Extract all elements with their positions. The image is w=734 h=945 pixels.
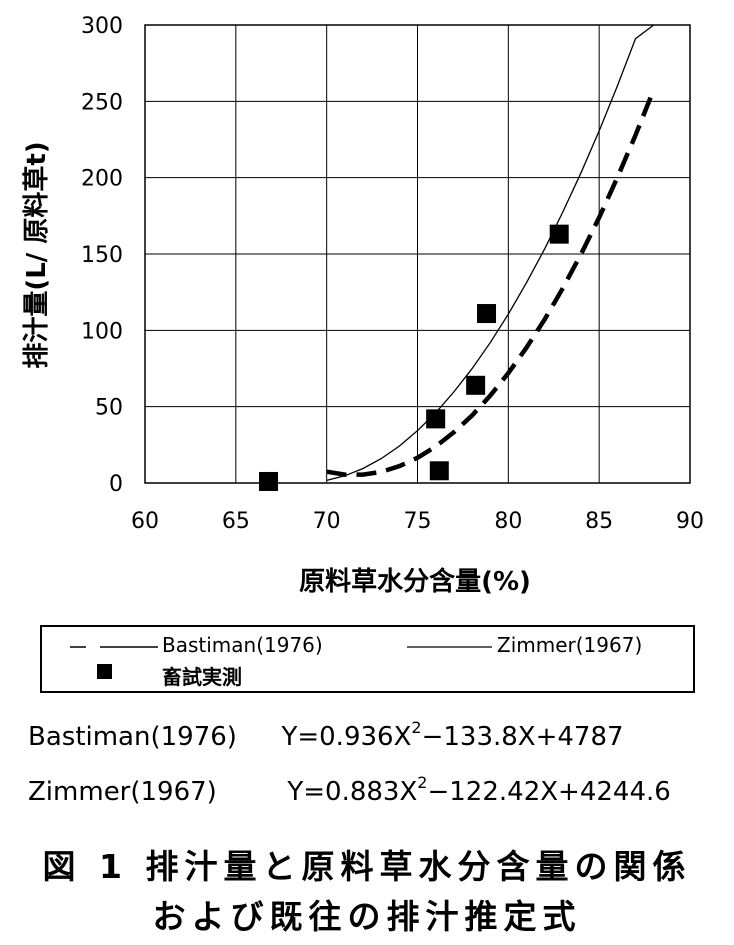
y-tick-label: 200 [81,167,123,192]
y-tick-label: 50 [95,396,123,421]
legend-square-marker [97,664,112,679]
equation-lhs: Y=0.936X [281,722,412,752]
equation-lhs: Y=0.883X [287,777,418,807]
figure-caption-line2: および既往の排汁推定式 [152,897,582,936]
data-point-square [259,471,279,491]
chart: 60 65 70 75 80 85 90 0 50 100 150 200 250 300 原料草水分含… [22,14,704,597]
equation-rhs: −133.8X+4787 [421,722,624,752]
legend: Bastiman(1976) Zimmer(1967) 畜試実測 [40,625,695,693]
y-tick-label: 300 [81,14,123,39]
legend-label-measured: 畜試実測 [162,665,242,689]
data-point-square [426,409,446,429]
x-tick-label: 85 [585,509,613,534]
legend-label-zimmer: Zimmer(1967) [497,633,643,657]
x-tick-label: 75 [404,509,432,534]
equation-label: Bastiman(1976) [28,722,237,752]
y-tick-labels: 0 50 100 150 200 250 300 [81,14,123,497]
plot-grid [144,24,691,484]
equation-bastiman: Bastiman(1976) Y=0.936X2−133.8X+4787 [28,718,624,752]
x-tick-labels: 60 65 70 75 80 85 90 [131,509,704,534]
data-point-square [466,375,486,395]
y-tick-label: 150 [81,243,123,268]
x-tick-label: 70 [313,509,341,534]
equation-exponent: 2 [417,773,428,792]
equation-zimmer: Zimmer(1967) Y=0.883X2−122.42X+4244.6 [28,773,671,807]
figure-caption-line1: 図 1 排汁量と原料草水分含量の関係 [42,847,692,886]
series-line-zimmer [326,24,655,482]
equation-label: Zimmer(1967) [28,777,217,807]
x-tick-label: 60 [131,509,159,534]
data-point-square [429,461,449,481]
y-tick-label: 100 [81,319,123,344]
legend-symbols [70,646,492,679]
x-tick-label: 65 [222,509,250,534]
y-axis-title: 排汁量(L/ 原料草t) [22,141,52,368]
series-lines [326,24,656,482]
y-tick-label: 0 [109,472,123,497]
data-point-square [477,304,497,324]
data-points [259,224,569,491]
equation-exponent: 2 [411,718,422,737]
x-tick-label: 80 [494,509,522,534]
x-tick-label: 90 [676,509,704,534]
y-tick-label: 250 [81,90,123,115]
series-line-bastiman [326,88,656,477]
data-point-square [549,224,569,244]
legend-label-bastiman: Bastiman(1976) [162,633,323,657]
x-axis-title: 原料草水分含量(%) [299,566,531,597]
equation-rhs: −122.42X+4244.6 [427,777,671,807]
